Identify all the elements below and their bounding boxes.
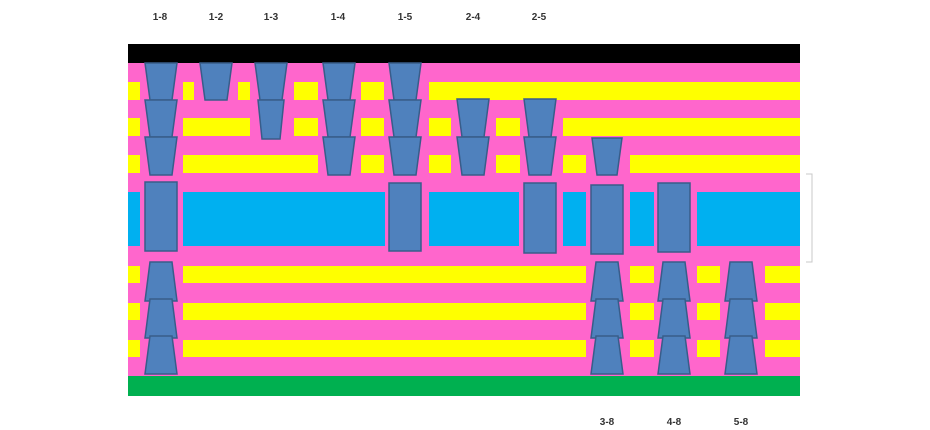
trace-segment-layer-6 bbox=[697, 340, 720, 357]
trace-segment-layer-5 bbox=[765, 303, 800, 320]
trace-segment-layer-5 bbox=[183, 303, 586, 320]
via-5-8-microvia bbox=[724, 298, 758, 339]
via-1-5-microvia bbox=[388, 136, 422, 176]
via-1-8-microvia bbox=[144, 99, 178, 138]
via-1-3-microvia bbox=[257, 99, 285, 140]
core-segment bbox=[183, 192, 385, 246]
via-2-5-microvia bbox=[523, 98, 557, 138]
via-2-4-microvia bbox=[456, 98, 490, 138]
trace-segment-layer-1 bbox=[238, 82, 250, 100]
trace-segment-layer-6 bbox=[128, 340, 140, 357]
trace-segment-layer-5 bbox=[697, 303, 720, 320]
trace-segment-layer-2 bbox=[128, 118, 140, 136]
top-plane-layer bbox=[128, 44, 800, 63]
trace-segment-layer-2 bbox=[361, 118, 384, 136]
via-3-8-microvia bbox=[590, 335, 624, 375]
via-label-1-2: 1-2 bbox=[208, 12, 224, 23]
via-label-1-8: 1-8 bbox=[152, 12, 168, 23]
via-label-5-8: 5-8 bbox=[733, 417, 749, 428]
via-1-5-barrel bbox=[388, 182, 422, 252]
trace-segment-layer-3 bbox=[183, 155, 318, 173]
via-4-8-microvia bbox=[657, 298, 691, 339]
trace-segment-layer-1 bbox=[128, 82, 140, 100]
core-segment bbox=[128, 192, 140, 246]
via-3-8-microvia bbox=[590, 261, 624, 302]
core-segment bbox=[630, 192, 654, 246]
via-3-8-barrel bbox=[590, 184, 624, 255]
via-1-8-barrel bbox=[144, 181, 178, 252]
via-1-5-microvia bbox=[388, 99, 422, 138]
trace-segment-layer-2 bbox=[183, 118, 250, 136]
trace-segment-layer-2 bbox=[496, 118, 520, 136]
trace-segment-layer-1 bbox=[183, 82, 194, 100]
via-label-1-4: 1-4 bbox=[330, 12, 346, 23]
core-segment bbox=[429, 192, 519, 246]
via-1-5-microvia bbox=[388, 62, 422, 101]
trace-segment-layer-6 bbox=[183, 340, 586, 357]
trace-segment-layer-2 bbox=[429, 118, 451, 136]
trace-segment-layer-4 bbox=[765, 266, 800, 283]
trace-segment-layer-2 bbox=[294, 118, 318, 136]
via-label-4-8: 4-8 bbox=[666, 417, 682, 428]
trace-segment-layer-1 bbox=[294, 82, 318, 100]
trace-segment-layer-4 bbox=[128, 266, 140, 283]
trace-segment-layer-3 bbox=[429, 155, 451, 173]
trace-segment-layer-2 bbox=[563, 118, 800, 136]
trace-segment-layer-3 bbox=[563, 155, 586, 173]
via-1-8-microvia bbox=[144, 62, 178, 101]
via-3-8-microvia bbox=[590, 298, 624, 339]
via-1-8-microvia bbox=[144, 298, 178, 339]
trace-segment-layer-3 bbox=[128, 155, 140, 173]
via-1-4-microvia bbox=[322, 99, 356, 138]
trace-segment-layer-4 bbox=[697, 266, 720, 283]
trace-segment-layer-3 bbox=[630, 155, 800, 173]
via-1-8-microvia bbox=[144, 136, 178, 176]
via-4-8-barrel bbox=[657, 182, 691, 253]
via-1-8-microvia bbox=[144, 261, 178, 302]
via-1-4-microvia bbox=[322, 62, 356, 101]
via-1-8-microvia bbox=[144, 335, 178, 375]
via-1-2-microvia bbox=[199, 62, 233, 101]
trace-segment-layer-3 bbox=[496, 155, 520, 173]
trace-segment-layer-6 bbox=[765, 340, 800, 357]
via-4-8-microvia bbox=[657, 261, 691, 302]
trace-segment-layer-1 bbox=[361, 82, 384, 100]
via-4-8-microvia bbox=[657, 335, 691, 375]
via-label-3-8: 3-8 bbox=[599, 417, 615, 428]
trace-segment-layer-5 bbox=[128, 303, 140, 320]
right-bracket bbox=[806, 173, 813, 263]
via-5-8-microvia bbox=[724, 261, 758, 302]
via-label-2-5: 2-5 bbox=[531, 12, 547, 23]
trace-segment-layer-4 bbox=[630, 266, 654, 283]
trace-segment-layer-5 bbox=[630, 303, 654, 320]
trace-segment-layer-4 bbox=[183, 266, 586, 283]
trace-segment-layer-6 bbox=[630, 340, 654, 357]
via-3-8-microvia bbox=[591, 137, 623, 176]
trace-segment-layer-3 bbox=[361, 155, 384, 173]
core-segment bbox=[697, 192, 800, 246]
via-label-1-3: 1-3 bbox=[263, 12, 279, 23]
via-2-5-microvia bbox=[523, 136, 557, 176]
bottom-plane-layer bbox=[128, 376, 800, 396]
core-segment bbox=[563, 192, 586, 246]
trace-segment-layer-1 bbox=[429, 82, 800, 100]
via-1-4-microvia bbox=[322, 136, 356, 176]
via-2-5-barrel bbox=[523, 182, 557, 254]
via-1-3-microvia bbox=[254, 62, 288, 101]
via-label-2-4: 2-4 bbox=[465, 12, 481, 23]
via-label-1-5: 1-5 bbox=[397, 12, 413, 23]
via-2-4-microvia bbox=[456, 136, 490, 176]
via-5-8-microvia bbox=[724, 335, 758, 375]
